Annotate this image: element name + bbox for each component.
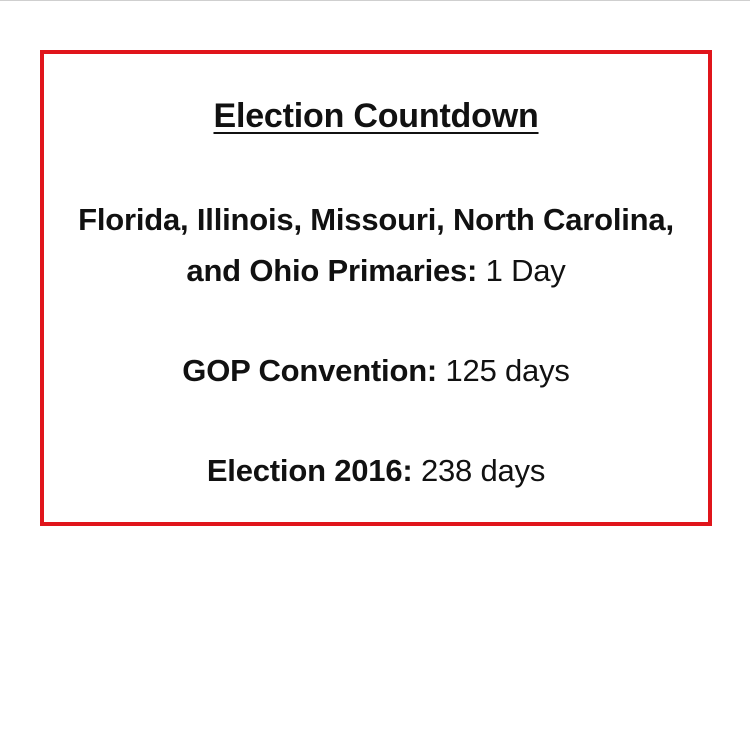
election-2016-label: Election 2016: bbox=[206, 453, 413, 488]
primaries-label: Florida, Illinois, Missouri, North Carol… bbox=[78, 202, 674, 288]
countdown-card: Election Countdown Florida, Illinois, Mi… bbox=[40, 50, 712, 526]
election-2016-countdown: Election 2016: 238 days bbox=[74, 445, 678, 496]
top-divider bbox=[0, 0, 750, 1]
countdown-title: Election Countdown bbox=[213, 97, 539, 135]
gop-convention-value: 125 days bbox=[445, 353, 570, 388]
election-2016-value: 238 days bbox=[420, 453, 546, 488]
primaries-value: 1 Day bbox=[485, 253, 566, 288]
primaries-countdown: Florida, Illinois, Missouri, North Carol… bbox=[74, 194, 678, 296]
gop-convention-label: GOP Convention: bbox=[182, 353, 438, 388]
gop-convention-countdown: GOP Convention: 125 days bbox=[74, 345, 678, 396]
